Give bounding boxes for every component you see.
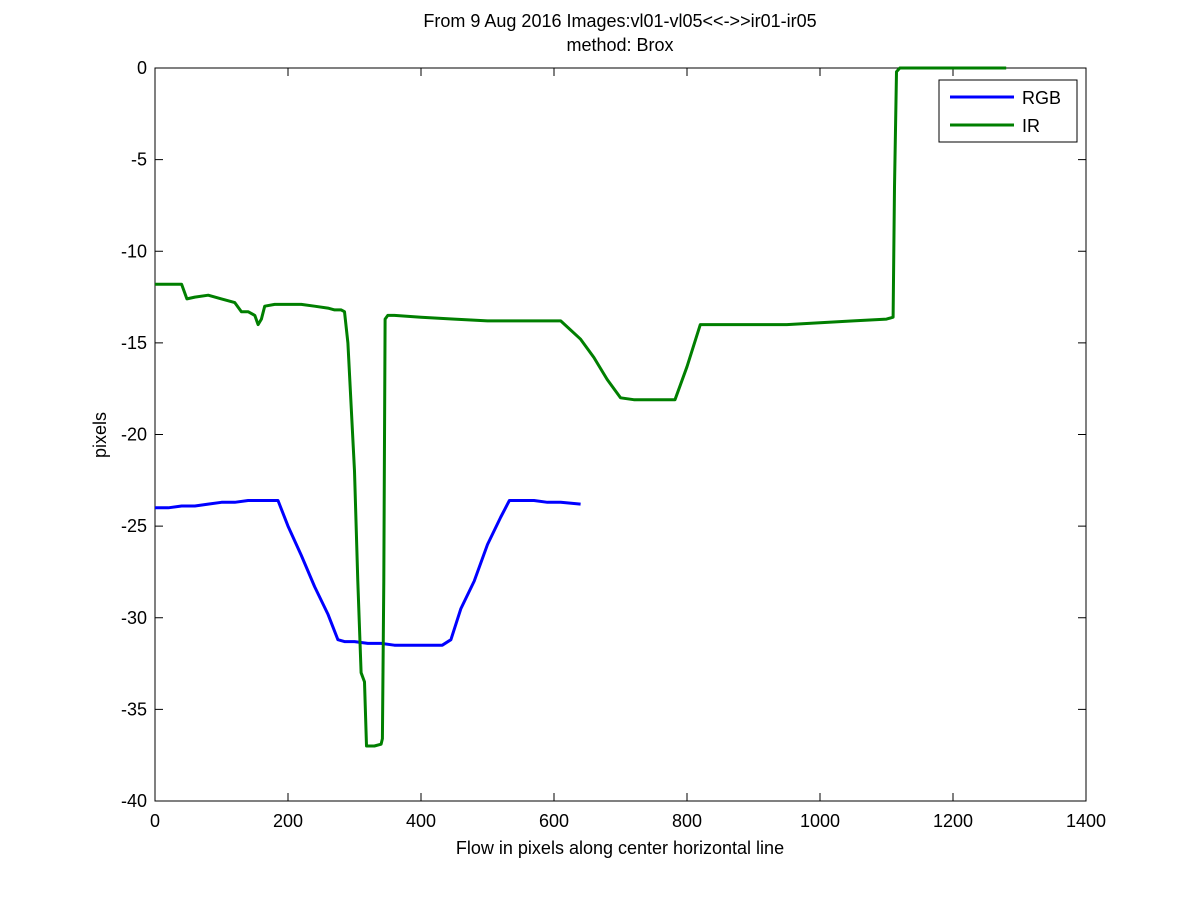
y-tick-label: -30 — [121, 608, 147, 628]
series-line-ir — [155, 66, 1007, 748]
x-tick-label: 1400 — [1066, 811, 1106, 831]
y-tick-label: -10 — [121, 241, 147, 261]
x-tick-label: 0 — [150, 811, 160, 831]
legend: RGB IR — [938, 79, 1078, 143]
y-tick-label: 0 — [137, 58, 147, 78]
y-tick-label: -35 — [121, 699, 147, 719]
x-tick-label: 400 — [406, 811, 436, 831]
legend-label-rgb: RGB — [1022, 88, 1061, 108]
y-tick-label: -25 — [121, 516, 147, 536]
y-tick-label: -5 — [131, 150, 147, 170]
x-tick-label: 1000 — [800, 811, 840, 831]
series-group — [155, 66, 1007, 748]
axis-ticks: 0 200 400 600 800 1000 1200 1400 0 -5 -10 -15 -20 -25… — [121, 58, 1106, 831]
x-tick-label: 800 — [672, 811, 702, 831]
plot-area: 0 200 400 600 800 1000 1200 1400 0 -5 -10 -15 -20 -25… — [121, 58, 1106, 831]
x-tick-label: 1200 — [933, 811, 973, 831]
legend-label-ir: IR — [1022, 116, 1040, 136]
y-axis-label: pixels — [90, 412, 110, 458]
y-tick-label: -20 — [121, 425, 147, 445]
x-axis-label: Flow in pixels along center horizontal l… — [456, 838, 784, 858]
y-tick-label: -15 — [121, 333, 147, 353]
x-tick-label: 600 — [539, 811, 569, 831]
y-tick-label: -40 — [121, 791, 147, 811]
legend-box — [938, 79, 1078, 143]
axes-box — [154, 67, 1087, 802]
chart-subtitle: method: Brox — [566, 35, 673, 55]
x-tick-label: 200 — [273, 811, 303, 831]
chart-title: From 9 Aug 2016 Images:vl01-vl05<<->>ir0… — [423, 11, 816, 31]
